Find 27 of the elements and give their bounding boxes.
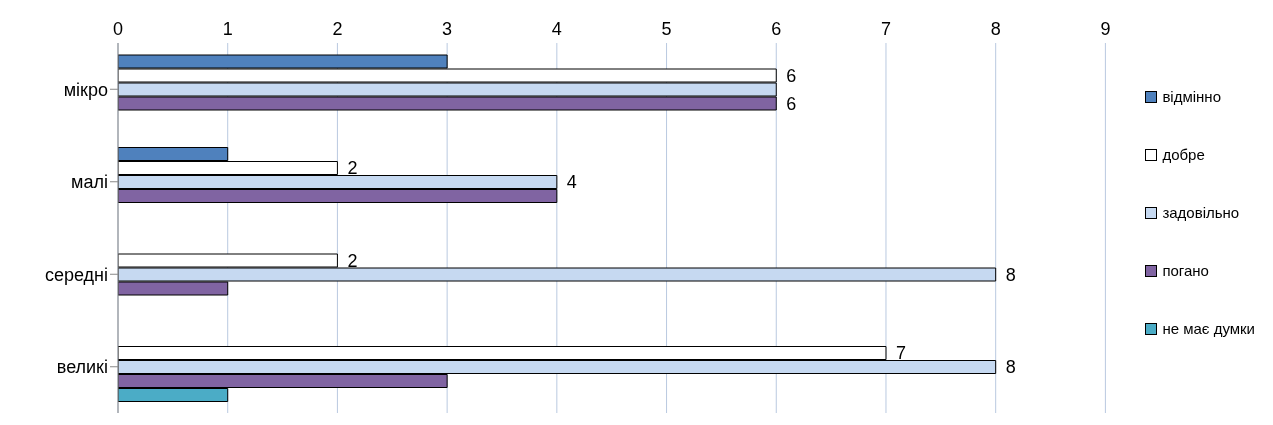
data-label: 7 bbox=[895, 343, 906, 364]
x-tick-label: 0 bbox=[112, 19, 124, 39]
data-label: 4 bbox=[566, 172, 577, 193]
x-tick-label: 7 bbox=[880, 19, 891, 39]
x-tick-label: 4 bbox=[551, 19, 562, 39]
data-label: 6 bbox=[786, 93, 797, 114]
y-tick-label: мікро bbox=[63, 79, 108, 100]
y-tick-label: середні bbox=[44, 264, 108, 285]
legend-label: задовільно bbox=[1162, 203, 1240, 223]
data-label: 8 bbox=[1005, 357, 1016, 378]
data-label: 2 bbox=[347, 158, 358, 179]
x-tick-label: 1 bbox=[222, 19, 233, 39]
x-tick-label: 8 bbox=[990, 19, 1001, 39]
legend-label: відмінно bbox=[1162, 87, 1221, 107]
legend-label: добре bbox=[1162, 145, 1205, 165]
y-tick-label: малі bbox=[71, 172, 108, 193]
x-tick-label: 6 bbox=[771, 19, 782, 39]
x-tick-label: 2 bbox=[332, 19, 343, 39]
x-tick-label: 9 bbox=[1100, 19, 1111, 39]
legend-label: не має думки bbox=[1162, 319, 1255, 339]
legend-label: погано bbox=[1162, 261, 1209, 281]
data-label: 8 bbox=[1005, 264, 1016, 285]
data-label: 6 bbox=[786, 65, 797, 86]
x-tick-label: 5 bbox=[661, 19, 672, 39]
x-tick-label: 3 bbox=[442, 19, 453, 39]
y-tick-label: великі bbox=[56, 357, 108, 378]
data-label: 2 bbox=[347, 250, 358, 271]
